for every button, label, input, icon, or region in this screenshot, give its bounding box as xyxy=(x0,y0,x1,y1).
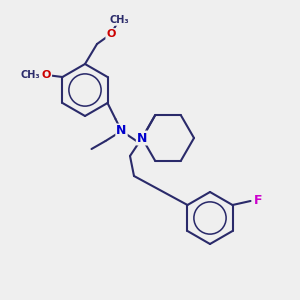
Text: N: N xyxy=(116,124,127,137)
Text: N: N xyxy=(137,131,147,145)
Text: F: F xyxy=(254,194,263,206)
Text: O: O xyxy=(106,29,116,39)
Text: O: O xyxy=(42,70,51,80)
Text: CH₃: CH₃ xyxy=(21,70,40,80)
Text: CH₃: CH₃ xyxy=(109,15,129,25)
